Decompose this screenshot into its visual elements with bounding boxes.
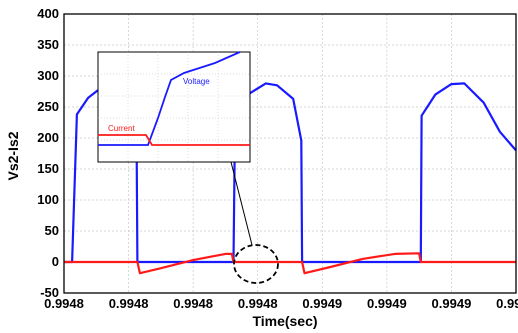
- y-tick-label: 400: [37, 6, 59, 21]
- y-tick-label: -50: [40, 285, 59, 300]
- plot-frame: [63, 13, 517, 294]
- zoom-arrow-line: [229, 157, 253, 246]
- y-tick-label: 100: [37, 192, 59, 207]
- x-tick-label: 0.9949: [302, 296, 342, 311]
- y-tick-label: 150: [37, 161, 59, 176]
- y-tick-label: 0: [52, 254, 59, 269]
- x-tick-label: 0.9948: [173, 296, 213, 311]
- y-tick-label: 200: [37, 130, 59, 145]
- zoom-region-ellipse: [233, 244, 279, 284]
- inset-grid: [98, 52, 250, 162]
- x-tick-label: 0.9949: [496, 296, 518, 311]
- inset-zoom: Voltage Current: [97, 51, 251, 163]
- x-tick-label: 0.9948: [238, 296, 278, 311]
- inset-background: [97, 51, 251, 163]
- x-tick-label: 0.9949: [432, 296, 472, 311]
- current-series-line: [64, 252, 516, 275]
- inset-current-label: Current: [108, 124, 135, 133]
- x-tick-label: 0.9949: [367, 296, 407, 311]
- y-tick-label: 350: [37, 37, 59, 52]
- x-axis-title: Time(sec): [252, 313, 317, 329]
- x-tick-labels: 0.9948 0.9948 0.9948 0.9948 0.9949 0.9949 0.99…: [44, 296, 518, 311]
- y-tick-label: 50: [45, 223, 59, 238]
- x-tick-label: 0.9948: [109, 296, 149, 311]
- y-tick-label: 300: [37, 68, 59, 83]
- y-axis-title: Vs2-Is2: [5, 131, 21, 180]
- inset-voltage-label: Voltage: [183, 77, 210, 86]
- y-tick-label: 250: [37, 99, 59, 114]
- inset-current-line: [98, 134, 250, 146]
- x-tick-label: 0.9948: [44, 296, 84, 311]
- y-tick-labels: -50 0 50 100 150 200 250 300 350 400: [37, 6, 59, 300]
